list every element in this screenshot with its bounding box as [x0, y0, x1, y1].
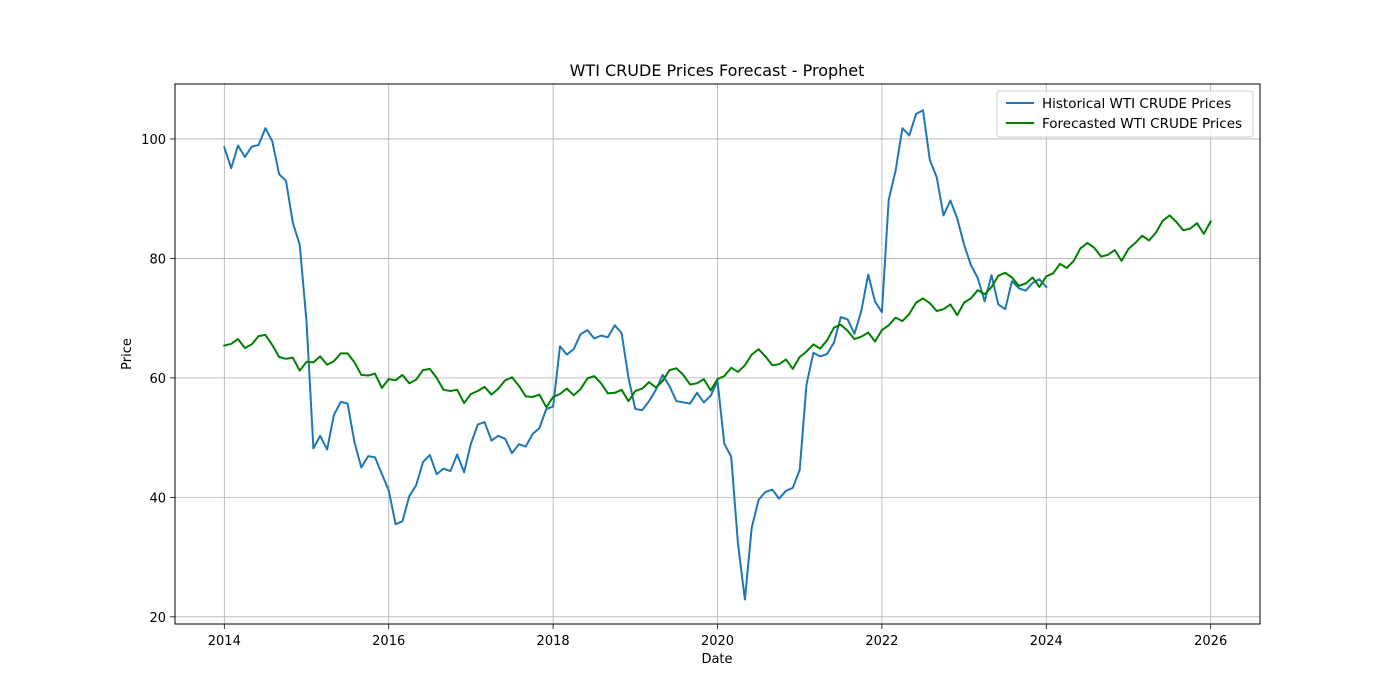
chart-title: WTI CRUDE Prices Forecast - Prophet [570, 61, 865, 80]
y-tick-label-40: 40 [149, 491, 166, 506]
legend-label-forecast: Forecasted WTI CRUDE Prices [1042, 116, 1242, 132]
x-tick-label-2018: 2018 [537, 634, 570, 649]
x-tick-label-2026: 2026 [1194, 634, 1227, 649]
legend-label-historical: Historical WTI CRUDE Prices [1042, 96, 1231, 112]
legend: Historical WTI CRUDE Prices Forecasted W… [996, 90, 1254, 138]
x-tick-label-2016: 2016 [372, 634, 405, 649]
y-tick-label-60: 60 [149, 372, 166, 387]
x-tick-label-2022: 2022 [865, 634, 898, 649]
legend-box [996, 90, 1254, 138]
y-axis: 20 40 60 80 100 [141, 133, 175, 626]
x-tick-label-2024: 2024 [1030, 634, 1063, 649]
y-tick-label-80: 80 [149, 252, 166, 267]
grid [175, 84, 1260, 624]
series-line-historical [223, 109, 1048, 601]
series-line-forecast [223, 214, 1213, 409]
x-axis: 2014 2016 2018 2020 2022 2024 2026 [208, 624, 1227, 649]
x-tick-label-2014: 2014 [208, 634, 241, 649]
series-layer [223, 109, 1213, 601]
y-tick-label-20: 20 [149, 611, 166, 626]
y-axis-label: Price [120, 338, 135, 370]
x-tick-label-2020: 2020 [701, 634, 734, 649]
x-axis-label: Date [701, 652, 732, 667]
y-tick-label-100: 100 [141, 133, 166, 148]
